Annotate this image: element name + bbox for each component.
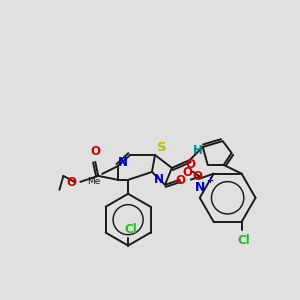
Text: Cl: Cl — [124, 223, 137, 236]
Text: N: N — [154, 173, 164, 186]
Text: N: N — [195, 181, 205, 194]
Text: H: H — [193, 144, 203, 157]
Text: Me: Me — [87, 177, 100, 186]
Text: O: O — [193, 170, 203, 183]
Text: S: S — [157, 141, 166, 154]
Text: O: O — [183, 166, 193, 179]
Text: +: + — [206, 176, 213, 184]
Text: N: N — [118, 156, 128, 169]
Text: Cl: Cl — [238, 234, 250, 247]
Text: O: O — [176, 174, 186, 187]
Text: O: O — [186, 158, 196, 171]
Text: -: - — [173, 174, 179, 188]
Text: O: O — [90, 145, 100, 158]
Text: O: O — [66, 176, 76, 189]
